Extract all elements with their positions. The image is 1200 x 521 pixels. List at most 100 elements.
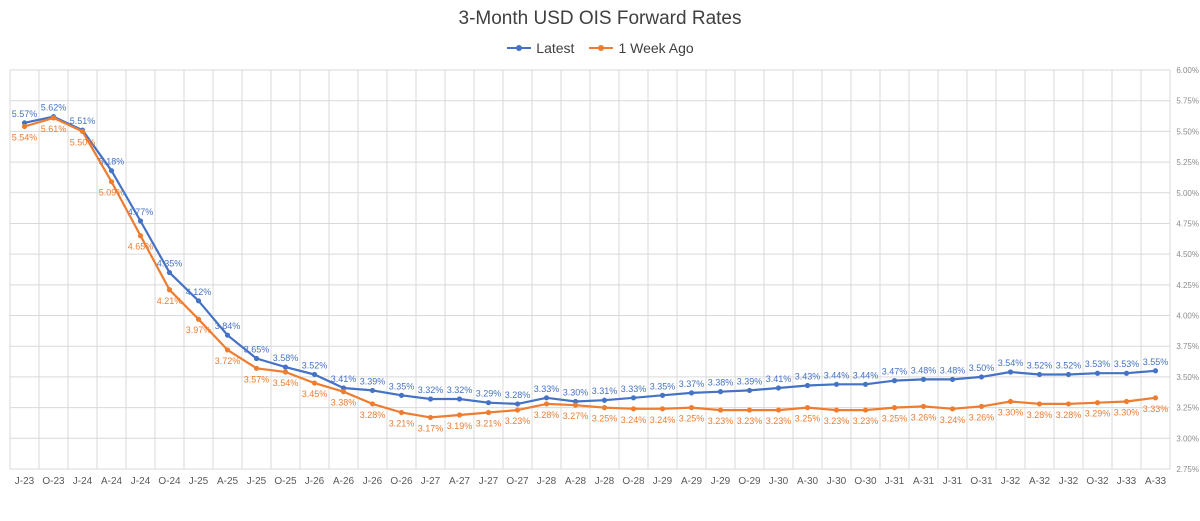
data-point bbox=[746, 387, 753, 394]
x-tick-label: A-24 bbox=[101, 476, 123, 487]
data-label: 3.21% bbox=[476, 419, 502, 429]
x-tick-label: J-30 bbox=[827, 476, 847, 487]
data-point bbox=[717, 407, 724, 413]
data-point bbox=[601, 405, 608, 411]
data-point bbox=[949, 406, 956, 412]
data-point bbox=[891, 378, 898, 384]
x-tick-label: O-30 bbox=[854, 476, 877, 487]
data-label: 3.17% bbox=[418, 423, 444, 433]
legend-label-1-week-ago: 1 Week Ago bbox=[618, 40, 694, 56]
data-label: 3.23% bbox=[824, 416, 850, 426]
data-point bbox=[1007, 369, 1014, 375]
data-point bbox=[166, 269, 173, 276]
y-tick-label: 3.75% bbox=[1176, 342, 1199, 351]
data-point bbox=[195, 316, 202, 322]
y-tick-label: 5.25% bbox=[1176, 158, 1199, 167]
data-label: 3.23% bbox=[708, 416, 734, 426]
data-label: 3.43% bbox=[795, 372, 821, 382]
data-point bbox=[920, 376, 927, 382]
data-label: 3.84% bbox=[215, 321, 241, 331]
x-tick-label: J-33 bbox=[1117, 476, 1137, 487]
data-label: 5.18% bbox=[99, 157, 125, 167]
data-label: 4.35% bbox=[157, 259, 183, 269]
data-label: 3.54% bbox=[998, 358, 1024, 368]
data-point bbox=[485, 400, 492, 406]
x-tick-label: J-31 bbox=[943, 476, 963, 487]
data-label: 3.38% bbox=[708, 378, 734, 388]
data-point bbox=[253, 365, 260, 371]
data-point bbox=[195, 298, 202, 304]
data-point bbox=[746, 407, 753, 413]
data-point bbox=[833, 407, 840, 413]
data-label: 3.48% bbox=[940, 365, 966, 375]
data-point bbox=[1123, 370, 1130, 376]
x-tick-label: J-28 bbox=[537, 476, 557, 487]
data-point bbox=[514, 407, 521, 413]
y-tick-label: 3.00% bbox=[1176, 434, 1199, 443]
data-label: 3.26% bbox=[969, 412, 995, 422]
data-point bbox=[717, 389, 724, 395]
data-point bbox=[340, 389, 347, 395]
data-point bbox=[224, 347, 231, 353]
data-label: 3.52% bbox=[1056, 360, 1082, 370]
data-label: 3.24% bbox=[621, 415, 647, 425]
data-point bbox=[456, 396, 463, 402]
data-label: 3.30% bbox=[1114, 407, 1140, 417]
data-point bbox=[369, 401, 376, 407]
data-label: 3.65% bbox=[244, 345, 270, 355]
data-point bbox=[891, 405, 898, 411]
x-tick-label: J-24 bbox=[73, 476, 93, 487]
data-label: 5.51% bbox=[70, 116, 96, 126]
x-tick-label: J-27 bbox=[421, 476, 441, 487]
data-point bbox=[862, 407, 869, 413]
x-tick-label: J-25 bbox=[247, 476, 267, 487]
x-tick-label: J-25 bbox=[189, 476, 209, 487]
data-point bbox=[398, 409, 405, 416]
data-label: 3.44% bbox=[824, 370, 850, 380]
data-label: 5.62% bbox=[41, 103, 67, 113]
data-label: 5.50% bbox=[70, 137, 96, 147]
data-label: 3.54% bbox=[273, 378, 299, 388]
x-tick-label: O-27 bbox=[506, 476, 529, 487]
x-tick-label: O-32 bbox=[1086, 476, 1109, 487]
x-tick-label: O-24 bbox=[158, 476, 181, 487]
data-point bbox=[21, 123, 28, 130]
data-point bbox=[224, 332, 231, 338]
data-label: 4.65% bbox=[128, 242, 154, 252]
data-label: 3.28% bbox=[1027, 410, 1053, 420]
x-tick-label: J-23 bbox=[15, 476, 35, 487]
data-label: 3.35% bbox=[650, 381, 676, 391]
data-point bbox=[572, 398, 579, 405]
data-point bbox=[79, 128, 86, 134]
data-label: 3.47% bbox=[882, 367, 908, 377]
data-label: 3.72% bbox=[215, 356, 241, 366]
x-tick-label: O-28 bbox=[622, 476, 645, 487]
data-point bbox=[543, 395, 550, 401]
data-point bbox=[659, 392, 666, 398]
data-label: 3.32% bbox=[447, 385, 473, 395]
legend-item-latest[interactable]: Latest bbox=[506, 40, 574, 56]
data-label: 3.50% bbox=[969, 363, 995, 373]
data-point bbox=[630, 395, 637, 401]
data-label: 5.61% bbox=[41, 124, 67, 134]
data-label: 3.25% bbox=[882, 414, 908, 424]
data-point bbox=[108, 168, 115, 174]
data-label: 3.53% bbox=[1114, 359, 1140, 369]
data-point bbox=[862, 381, 869, 387]
data-point bbox=[1094, 370, 1101, 376]
data-label: 3.29% bbox=[1085, 409, 1111, 419]
data-label: 3.33% bbox=[1143, 404, 1169, 414]
y-tick-label: 3.25% bbox=[1176, 404, 1199, 413]
x-tick-label: J-30 bbox=[769, 476, 789, 487]
data-label: 5.57% bbox=[12, 109, 38, 119]
data-point bbox=[108, 179, 115, 185]
data-point bbox=[775, 407, 782, 413]
data-label: 3.28% bbox=[1056, 410, 1082, 420]
data-label: 3.38% bbox=[331, 398, 357, 408]
legend-item-1-week-ago[interactable]: 1 Week Ago bbox=[588, 40, 694, 56]
data-point bbox=[920, 403, 927, 409]
y-tick-label: 5.75% bbox=[1176, 97, 1199, 106]
x-tick-label: A-28 bbox=[565, 476, 587, 487]
